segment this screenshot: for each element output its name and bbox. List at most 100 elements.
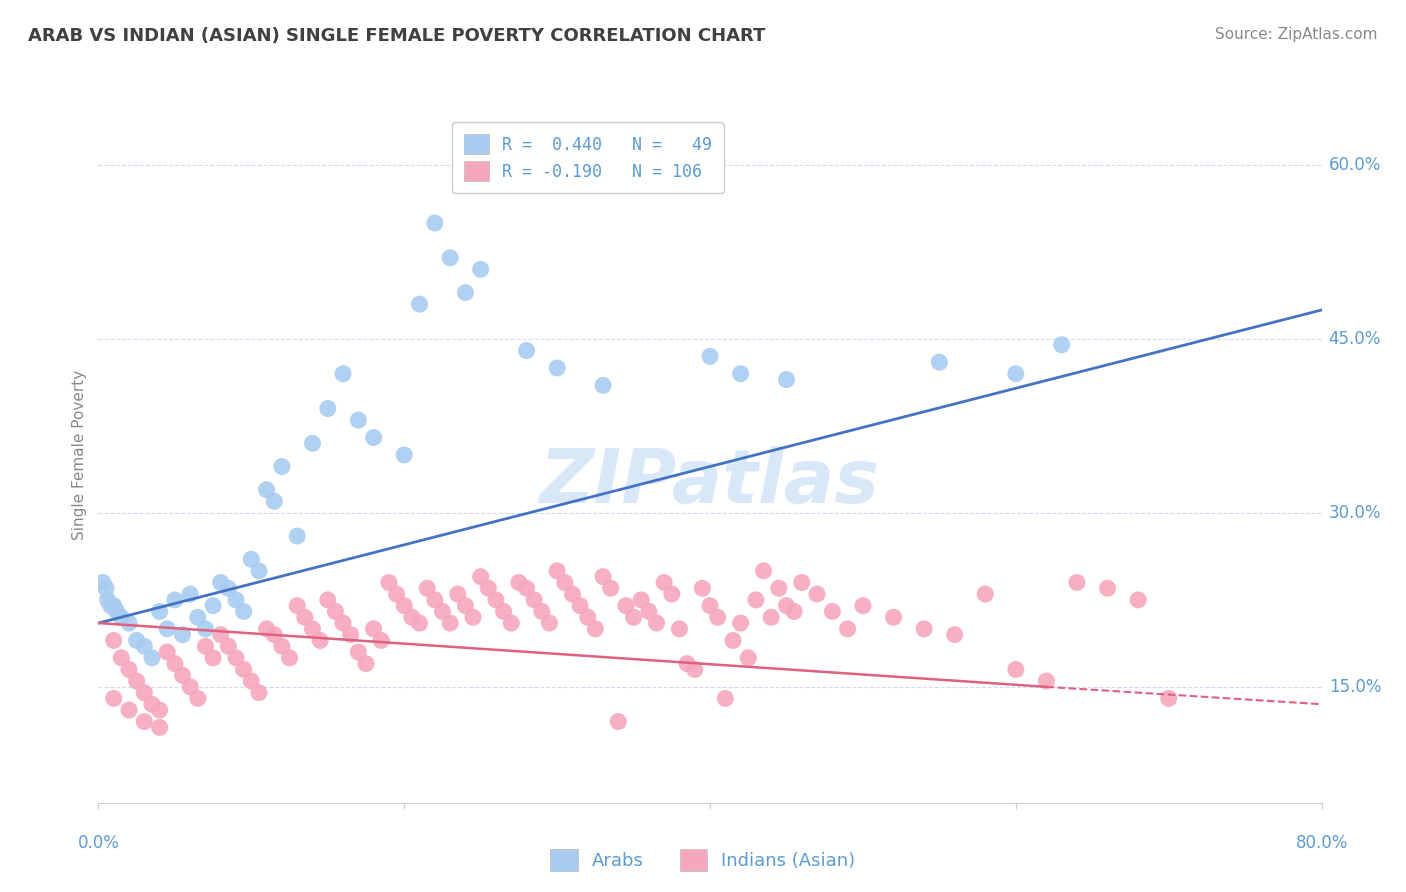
Point [706, 610, 728, 624]
Point [194, 622, 217, 636]
Point [172, 668, 194, 682]
Point [790, 575, 813, 590]
Point [217, 639, 239, 653]
Point [256, 483, 278, 497]
Point [110, 610, 132, 624]
Point [423, 216, 446, 230]
Point [141, 698, 163, 712]
Point [141, 651, 163, 665]
Point [240, 552, 263, 566]
Text: 80.0%: 80.0% [1295, 834, 1348, 852]
Point [179, 587, 201, 601]
Point [247, 685, 270, 699]
Point [263, 494, 285, 508]
Point [354, 657, 377, 671]
Point [209, 575, 232, 590]
Point [1004, 367, 1026, 381]
Point [285, 529, 308, 543]
Point [837, 622, 859, 636]
Text: 30.0%: 30.0% [1329, 504, 1381, 522]
Point [454, 285, 477, 300]
Point [699, 350, 721, 364]
Point [699, 599, 721, 613]
Point [592, 378, 614, 392]
Point [516, 343, 538, 358]
Point [149, 703, 172, 717]
Text: 0.0%: 0.0% [77, 834, 120, 852]
Point [423, 592, 446, 607]
Text: Source: ZipAtlas.com: Source: ZipAtlas.com [1215, 27, 1378, 42]
Point [118, 662, 141, 676]
Point [270, 459, 294, 474]
Point [561, 587, 583, 601]
Point [943, 628, 966, 642]
Point [439, 615, 461, 630]
Point [1128, 592, 1150, 607]
Point [692, 582, 714, 596]
Point [416, 582, 439, 596]
Point [187, 610, 209, 624]
Point [408, 297, 430, 311]
Point [91, 575, 114, 590]
Point [477, 582, 499, 596]
Point [363, 430, 385, 444]
Point [378, 575, 401, 590]
Point [278, 651, 301, 665]
Point [156, 645, 179, 659]
Point [408, 615, 430, 630]
Point [546, 564, 568, 578]
Y-axis label: Single Female Poverty: Single Female Poverty [72, 370, 87, 540]
Point [392, 599, 416, 613]
Point [761, 610, 783, 624]
Point [592, 570, 614, 584]
Point [194, 639, 217, 653]
Point [470, 262, 492, 277]
Point [554, 575, 576, 590]
Point [316, 401, 339, 416]
Point [125, 633, 148, 648]
Point [714, 691, 737, 706]
Point [676, 657, 699, 671]
Point [1157, 691, 1180, 706]
Text: ZIPatlas: ZIPatlas [540, 446, 880, 519]
Point [745, 592, 768, 607]
Point [538, 615, 561, 630]
Point [501, 615, 523, 630]
Point [134, 639, 156, 653]
Point [263, 628, 285, 642]
Point [485, 592, 508, 607]
Point [576, 610, 599, 624]
Point [100, 599, 122, 613]
Point [623, 610, 645, 624]
Point [683, 662, 706, 676]
Point [637, 605, 661, 619]
Point [347, 645, 370, 659]
Point [332, 367, 354, 381]
Point [775, 373, 797, 387]
Point [530, 605, 553, 619]
Point [470, 570, 492, 584]
Point [247, 564, 270, 578]
Point [1066, 575, 1088, 590]
Point [97, 592, 120, 607]
Point [1050, 337, 1073, 351]
Point [730, 615, 752, 630]
Point [294, 610, 316, 624]
Point [332, 615, 354, 630]
Point [316, 592, 339, 607]
Point [149, 605, 172, 619]
Point [240, 674, 263, 689]
Point [256, 622, 278, 636]
Point [363, 622, 385, 636]
Point [232, 662, 254, 676]
Point [270, 639, 294, 653]
Point [202, 599, 225, 613]
Text: 15.0%: 15.0% [1329, 678, 1381, 696]
Point [118, 703, 141, 717]
Text: ARAB VS INDIAN (ASIAN) SINGLE FEMALE POVERTY CORRELATION CHART: ARAB VS INDIAN (ASIAN) SINGLE FEMALE POV… [28, 27, 765, 45]
Point [508, 575, 530, 590]
Point [401, 610, 423, 624]
Point [454, 599, 477, 613]
Legend: R =  0.440   N =   49, R = -0.190   N = 106: R = 0.440 N = 49, R = -0.190 N = 106 [451, 122, 724, 193]
Point [339, 628, 361, 642]
